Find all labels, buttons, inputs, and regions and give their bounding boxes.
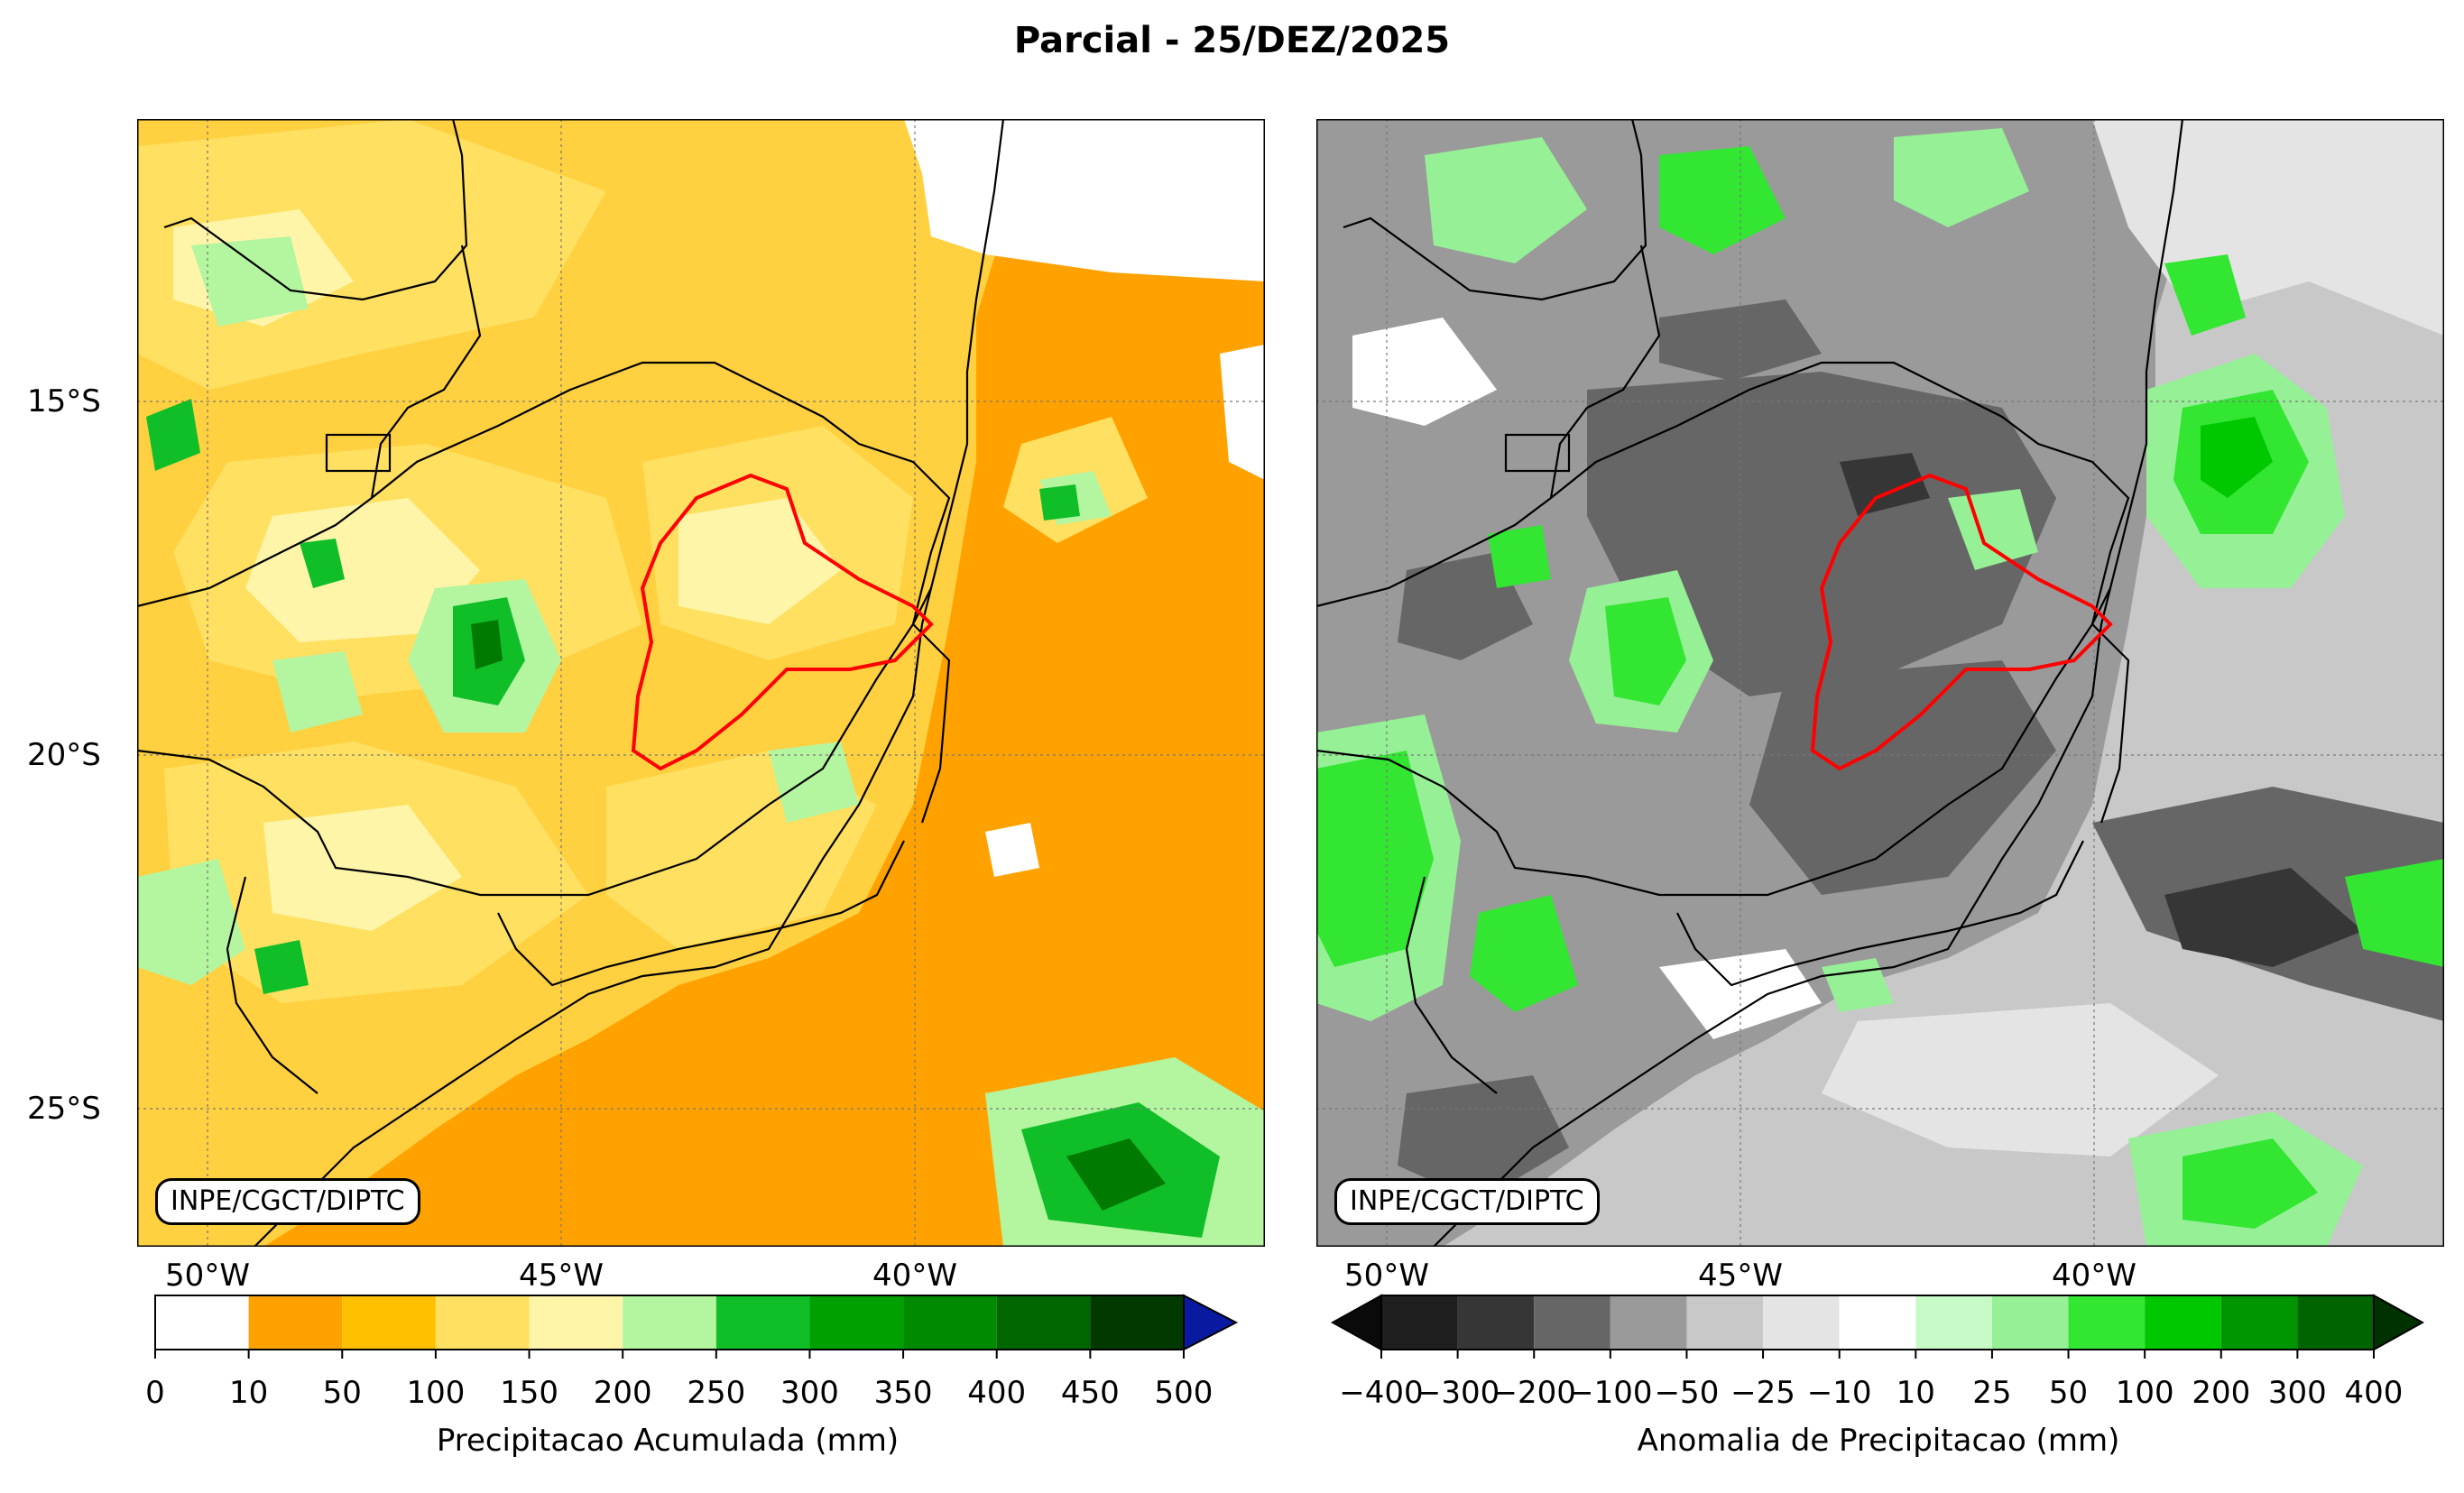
colorbar-segment	[903, 1295, 997, 1350]
colorbar-segment	[1839, 1295, 1916, 1350]
colorbar-tick-label: 100	[406, 1375, 466, 1411]
colorbar-segment	[1763, 1295, 1840, 1350]
lat-label: 20°S	[27, 737, 101, 773]
colorbar-segment	[2220, 1295, 2298, 1350]
colorbar-segment	[1991, 1295, 2069, 1350]
colorbar-segment	[248, 1295, 343, 1350]
state-borders	[1316, 119, 2130, 1094]
colorbar-segment	[435, 1295, 530, 1350]
colorbar-segment	[1534, 1295, 1610, 1350]
colorbar-tick-label: −100	[1568, 1375, 1653, 1411]
colorbar-tick-label: 250	[687, 1375, 746, 1411]
lon-label: 50°W	[1344, 1258, 1429, 1294]
colorbar-frame	[154, 1295, 1185, 1350]
lon-label: 45°W	[519, 1258, 604, 1294]
colorbar-segment	[1457, 1295, 1535, 1350]
credit-label: INPE/CGCT/DIPTC	[1334, 1178, 1600, 1225]
colorbar-extend-arrow	[1331, 1294, 1382, 1351]
colorbar-tick-label: 50	[2048, 1375, 2089, 1411]
basin-outline	[631, 473, 934, 771]
colorbar-segment	[623, 1295, 716, 1350]
colorbar-tick-label: 350	[873, 1375, 933, 1411]
lon-label: 50°W	[165, 1258, 250, 1294]
colorbar-segment	[342, 1295, 436, 1350]
colorbar-segment	[1610, 1295, 1687, 1350]
colorbar-frame	[1380, 1295, 2375, 1350]
colorbar-tick-label: −25	[1730, 1375, 1795, 1411]
colorbar-extend-arrow	[1183, 1294, 1239, 1351]
colorbar-tick-label: −10	[1806, 1375, 1872, 1411]
colorbar-segment	[715, 1295, 810, 1350]
colorbar-tick-label: 25	[1972, 1375, 2012, 1411]
colorbar-tick-label: 400	[967, 1375, 1027, 1411]
lat-label: 25°S	[27, 1091, 101, 1127]
credit-label: INPE/CGCT/DIPTC	[155, 1178, 420, 1225]
colorbar-tick-label: −200	[1491, 1375, 1576, 1411]
colorbar-tick-label: 10	[1896, 1375, 1935, 1411]
colorbar-segment	[1915, 1295, 1992, 1350]
coastline	[1433, 119, 2184, 1247]
colorbar-tick-label: 200	[593, 1375, 652, 1411]
colorbar-segment	[2068, 1295, 2146, 1350]
colorbar-segment	[809, 1295, 904, 1350]
lon-label: 40°W	[2052, 1258, 2136, 1294]
precipitation-map	[137, 119, 1265, 1247]
colorbar-tick-label: 0	[145, 1375, 165, 1411]
colorbar-tick-label: 300	[780, 1375, 839, 1411]
anomaly-map	[1316, 119, 2444, 1247]
colorbar-tick-label: 450	[1060, 1375, 1120, 1411]
lon-label: 45°W	[1698, 1258, 1783, 1294]
colorbar-title: Precipitacao Acumulada (mm)	[436, 1423, 900, 1459]
colorbar-tick-label: 10	[228, 1375, 269, 1411]
colorbar-tick-label: 200	[2192, 1375, 2251, 1411]
colorbar-tick-label: 400	[2344, 1375, 2404, 1411]
colorbar-segment	[2145, 1295, 2221, 1350]
colorbar-extend-arrow	[2373, 1294, 2425, 1351]
basin-outline	[1810, 473, 2113, 771]
colorbar-segment	[155, 1295, 249, 1350]
colorbar-tick-label: 150	[500, 1375, 558, 1411]
colorbar-segment	[1090, 1295, 1184, 1350]
colorbar-tick-label: 100	[2115, 1375, 2174, 1411]
colorbar-segment	[996, 1295, 1091, 1350]
colorbar-tick-label: 500	[1154, 1375, 1214, 1411]
coastline	[254, 119, 1005, 1247]
colorbar-tick-label: −50	[1654, 1375, 1720, 1411]
colorbar-segment	[529, 1295, 623, 1350]
colorbar-segment	[1686, 1295, 1764, 1350]
lon-label: 40°W	[872, 1258, 957, 1294]
colorbar-tick-label: −300	[1415, 1375, 1500, 1411]
colorbar-tick-label: −400	[1339, 1375, 1424, 1411]
anomaly-colorbar	[1331, 1294, 2425, 1359]
precipitation-colorbar	[154, 1294, 1239, 1359]
colorbar-tick-label: 50	[322, 1375, 362, 1411]
figure-title: Parcial - 25/DEZ/2025	[1013, 20, 1451, 61]
colorbar-segment	[1381, 1295, 1458, 1350]
lat-label: 15°S	[27, 383, 101, 419]
colorbar-segment	[2297, 1295, 2374, 1350]
colorbar-tick-label: 300	[2267, 1375, 2327, 1411]
colorbar-title: Anomalia de Precipitacao (mm)	[1637, 1423, 2120, 1459]
